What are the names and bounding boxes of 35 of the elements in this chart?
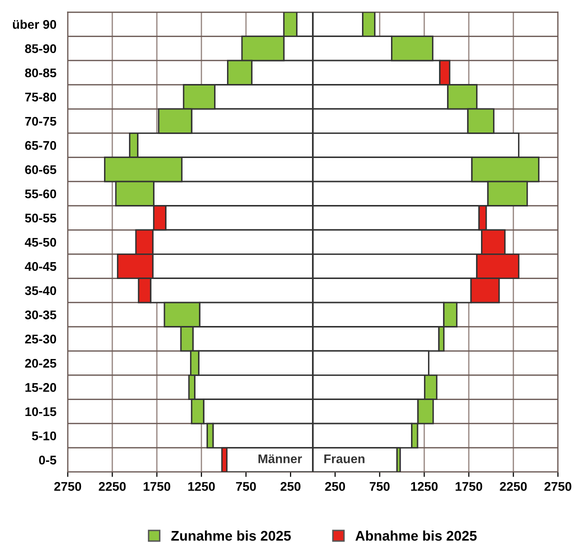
y-tick-label: über 90 (12, 20, 56, 29)
y-tick-label: 65-70 (25, 141, 56, 150)
x-tick-label: 1250 (188, 482, 215, 491)
y-tick-label: 50-55 (25, 214, 56, 223)
y-tick-label: 35-40 (24, 286, 56, 296)
x-tick-label: 1750 (144, 482, 170, 491)
x-tick-label: 750 (370, 482, 390, 491)
annotation: Männer (258, 454, 302, 464)
y-tick-label: 60-65 (25, 165, 56, 174)
annotation: Frauen (324, 454, 364, 464)
y-tick-label: 25-30 (25, 334, 56, 344)
x-tick-label: 250 (325, 482, 346, 491)
y-tick-label: 20-25 (25, 358, 56, 368)
y-tick-label: 15-20 (25, 383, 56, 392)
y-tick-label: 30-35 (24, 310, 56, 320)
y-tick-label: 45-50 (24, 238, 56, 247)
y-tick-label: 55-60 (25, 189, 56, 198)
x-tick-label: 750 (236, 482, 256, 491)
y-tick-label: 10-15 (25, 407, 56, 416)
y-tick-label: 75-80 (25, 92, 56, 102)
legend-label: Zunahme bis 2025 (171, 530, 291, 541)
y-tick-label: 0-5 (39, 456, 56, 465)
x-tick-label: 2250 (500, 482, 527, 491)
y-tick-label: 85-90 (25, 44, 56, 54)
legend-label: Abnahme bis 2025 (355, 530, 477, 541)
x-tick-label: 1750 (456, 482, 482, 491)
x-tick-label: 250 (280, 482, 300, 491)
y-tick-label: 80-85 (25, 68, 56, 78)
x-tick-label: 2750 (54, 482, 82, 491)
y-tick-label: 40-45 (24, 262, 56, 271)
x-tick-label: 2750 (544, 482, 572, 491)
y-tick-label: 5-10 (32, 431, 56, 440)
x-tick-label: 1250 (411, 482, 438, 491)
x-tick-label: 2250 (98, 482, 126, 491)
y-tick-label: 70-75 (25, 116, 56, 126)
